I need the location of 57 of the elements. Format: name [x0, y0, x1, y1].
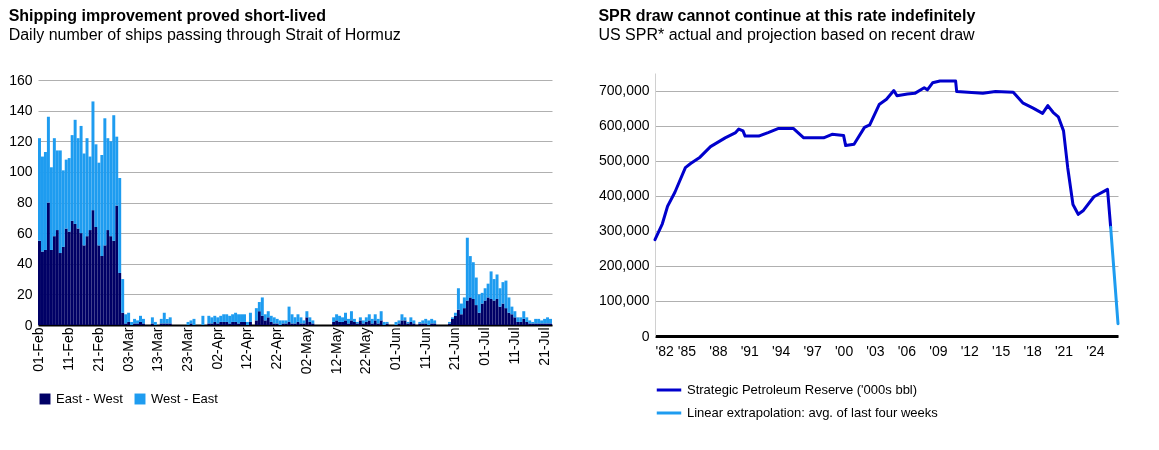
- x-tick-label: '18: [1023, 342, 1042, 359]
- chart-subtitle: US SPR* actual and projection based on recent draw: [598, 26, 976, 43]
- x-tick-label: '85: [677, 342, 697, 359]
- y-tick-label: 20: [16, 285, 33, 302]
- x-tick-label: '88: [709, 342, 728, 359]
- y-tick-label: 300,000: [598, 222, 650, 239]
- x-tick-label: 02-Apr: [208, 327, 225, 370]
- x-tick-label: 22-May: [357, 327, 374, 375]
- x-tick-label: 13-Mar: [149, 327, 166, 372]
- x-tick-label: '97: [803, 342, 822, 359]
- x-tick-label: '82: [655, 342, 674, 359]
- legend-label: Linear extrapolation: avg. of last four weeks: [687, 405, 939, 420]
- x-tick-label: '94: [772, 342, 791, 359]
- legend-label: East - West: [56, 391, 124, 406]
- chart-title: Shipping improvement proved short-lived: [8, 7, 327, 24]
- y-tick-label: 160: [9, 71, 33, 88]
- y-tick-label: 600,000: [598, 117, 650, 134]
- x-tick-label: 03-Mar: [119, 327, 136, 372]
- x-tick-label: 11-Feb: [60, 327, 77, 371]
- x-tick-label: '09: [929, 342, 948, 359]
- y-tick-label: 0: [24, 316, 33, 333]
- x-tick-label: 22-Apr: [268, 327, 285, 370]
- x-tick-label: '15: [992, 342, 1011, 359]
- y-tick-label: 0: [641, 327, 650, 344]
- x-tick-label: '24: [1086, 342, 1105, 359]
- y-tick-label: 100: [9, 163, 33, 180]
- chart-subtitle: Daily number of ships passing through Strait of Hormuz: [8, 26, 401, 43]
- legend-label: West - East: [151, 391, 219, 406]
- x-tick-label: 21-Jul: [535, 327, 552, 366]
- x-tick-label: '91: [740, 342, 760, 359]
- x-tick-label: '06: [897, 342, 917, 359]
- y-tick-label: 400,000: [598, 187, 650, 204]
- x-tick-label: '00: [834, 342, 854, 359]
- legend-label: Strategic Petroleum Reserve ('000s bbl): [687, 382, 918, 397]
- y-tick-label: 80: [16, 194, 33, 210]
- x-tick-label: 21-Feb: [89, 327, 106, 372]
- y-tick-label: 700,000: [598, 82, 650, 99]
- y-tick-label: 140: [9, 102, 33, 119]
- x-tick-label: 23-Mar: [179, 327, 196, 372]
- y-tick-label: 100,000: [598, 292, 650, 309]
- y-tick-label: 40: [16, 255, 33, 272]
- x-tick-label: '21: [1054, 342, 1074, 359]
- x-tick-label: 11-Jul: [505, 327, 522, 365]
- y-tick-label: 200,000: [598, 257, 650, 274]
- x-tick-label: 12-May: [327, 327, 344, 375]
- x-tick-label: 01-Jul: [476, 327, 493, 366]
- x-tick-label: 11-Jun: [416, 327, 433, 370]
- y-tick-label: 120: [9, 132, 33, 149]
- x-tick-label: 01-Jun: [387, 327, 404, 371]
- x-tick-label: 21-Jun: [446, 327, 463, 371]
- chart-title: SPR draw cannot continue at this rate indefinitely: [598, 7, 976, 24]
- x-tick-label: 02-May: [297, 327, 314, 375]
- x-tick-label: '12: [960, 342, 980, 359]
- y-tick-label: 60: [16, 224, 33, 241]
- x-tick-label: '03: [866, 342, 885, 359]
- y-tick-label: 500,000: [598, 152, 650, 169]
- x-tick-label: 12-Apr: [238, 327, 255, 370]
